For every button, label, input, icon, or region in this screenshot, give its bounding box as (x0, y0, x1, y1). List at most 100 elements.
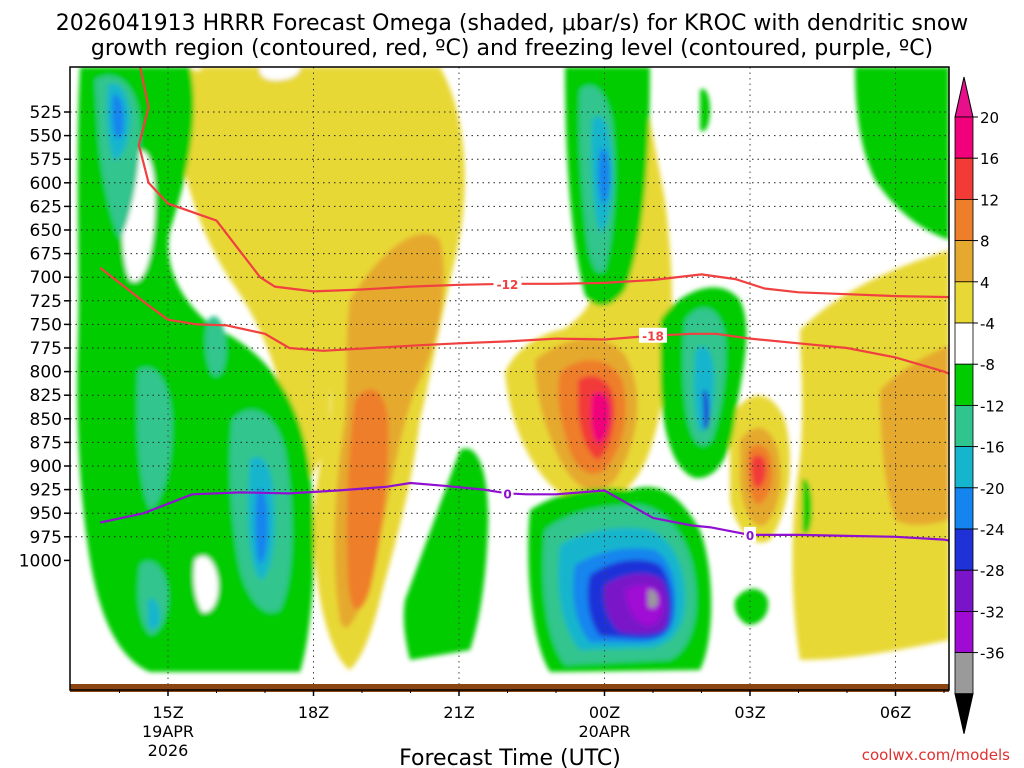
colorbar-swatch (954, 446, 974, 489)
ground-strip (70, 684, 949, 692)
y-tick-label: 800 (30, 363, 62, 383)
colorbar-swatch (954, 116, 974, 159)
omega-region (255, 489, 268, 564)
contour-label: 0 (746, 529, 754, 543)
omega-region (880, 345, 949, 525)
contour-label: -12 (497, 278, 519, 292)
colorbar-label: 16 (980, 150, 999, 168)
y-tick-label: 625 (30, 197, 62, 217)
colorbar-label: 12 (980, 191, 999, 209)
plot-frame (69, 66, 950, 691)
contour-label-bg (501, 485, 514, 501)
y-tick-label: 950 (30, 504, 62, 524)
omega-region (855, 67, 949, 240)
omega-region (193, 556, 219, 613)
colorbar: 20 16 12 8 4 -4 -8 -12 -16 -20 -24 -28 -32 -36 (954, 76, 1005, 734)
contour-line-dendritic (99, 266, 949, 375)
omega-region (138, 561, 169, 635)
y-tick-label: 850 (30, 410, 62, 430)
y-tick-label: 725 (30, 292, 62, 312)
omega-region (694, 346, 714, 432)
colorbar-swatch (954, 322, 974, 365)
contour-label-bg (493, 275, 522, 291)
y-tick-label: 600 (30, 174, 62, 194)
x-axis-label: Forecast Time (UTC) (399, 746, 621, 768)
colorbar-label: -8 (980, 356, 995, 374)
colorbar-swatch (954, 157, 974, 200)
omega-region (259, 67, 300, 80)
omega-region (112, 94, 124, 139)
omega-region (205, 316, 227, 377)
chart-title-line-1: 2026041913 HRRR Forecast Omega (shaded, … (56, 11, 969, 36)
colorbar-swatch (954, 363, 974, 406)
colorbar-label: 20 (980, 109, 999, 127)
colorbar-label: 8 (980, 233, 990, 251)
temperature-contours: -18 -12 0 0 (99, 67, 949, 543)
y-tick-label: 700 (30, 268, 62, 288)
colorbar-label: -4 (980, 315, 995, 333)
colorbar-swatch (954, 487, 974, 530)
contour-label: -18 (642, 330, 664, 344)
omega-region (648, 589, 658, 609)
omega-region (148, 598, 160, 630)
colorbar-label: -24 (980, 521, 1005, 539)
omega-region (403, 448, 489, 660)
omega-region (598, 148, 610, 204)
colorbar-top-arrow (954, 76, 974, 118)
contour-label-bg (639, 327, 667, 343)
y-tick-label: 550 (30, 127, 62, 147)
colorbar-swatch (954, 528, 974, 571)
y-tick-label: 575 (30, 150, 62, 170)
x-tick-label: 21Z (443, 703, 474, 722)
colorbar-swatch (954, 281, 974, 324)
omega-region (590, 392, 610, 444)
x-tick-label: 03Z (734, 703, 765, 722)
contour-label-bg (744, 526, 756, 542)
omega-region (700, 88, 710, 132)
y-tick-label: 925 (30, 481, 62, 501)
y-tick-label: 775 (30, 339, 62, 359)
colorbar-bottom-arrow (954, 693, 974, 734)
omega-region (734, 588, 769, 625)
colorbar-swatch (954, 404, 974, 447)
colorbar-swatch (954, 611, 974, 654)
omega-region (703, 389, 709, 430)
x-tick-label: 18Z (298, 703, 329, 722)
colorbar-label: -28 (980, 562, 1005, 580)
y-tick-label: 650 (30, 221, 62, 241)
y-tick-label: 900 (30, 457, 62, 477)
y-axis: 525 550 575 600 625 650 675 700 725 750 775 800 825 8… (19, 103, 70, 571)
omega-region (802, 479, 812, 534)
x-tick-label: 06Z (880, 703, 911, 722)
contour-label: 0 (503, 487, 511, 501)
colorbar-label: -12 (980, 397, 1005, 415)
omega-region (200, 67, 465, 670)
colorbar-label: 4 (980, 274, 990, 292)
x-tick-label: 20APR (578, 722, 630, 741)
omega-region (751, 455, 766, 488)
y-tick-label: 525 (30, 103, 62, 123)
y-tick-label: 675 (30, 245, 62, 265)
colorbar-swatch (954, 240, 974, 283)
x-tick-label: 19APR (142, 722, 194, 741)
colorbar-swatch (954, 198, 974, 241)
colorbar-label: -16 (980, 439, 1005, 457)
y-tick-label: 750 (30, 315, 62, 335)
colorbar-label: -36 (980, 645, 1005, 663)
y-tick-label: 1000 (19, 551, 62, 571)
omega-region (792, 250, 949, 660)
y-tick-label: 875 (30, 433, 62, 453)
watermark-text: coolwx.com/models (862, 746, 1010, 764)
x-tick-label: 2026 (148, 741, 189, 760)
y-gridlines (70, 111, 949, 538)
omega-shading (77, 67, 949, 672)
y-tick-label: 975 (30, 528, 62, 548)
chart-title-line-2: growth region (contoured, red, ºC) and f… (91, 36, 933, 61)
contour-line-dendritic (137, 67, 949, 299)
x-tick-label: 00Z (589, 703, 620, 722)
x-tick-label: 15Z (152, 703, 183, 722)
y-tick-label: 825 (30, 386, 62, 406)
colorbar-label: -20 (980, 480, 1005, 498)
